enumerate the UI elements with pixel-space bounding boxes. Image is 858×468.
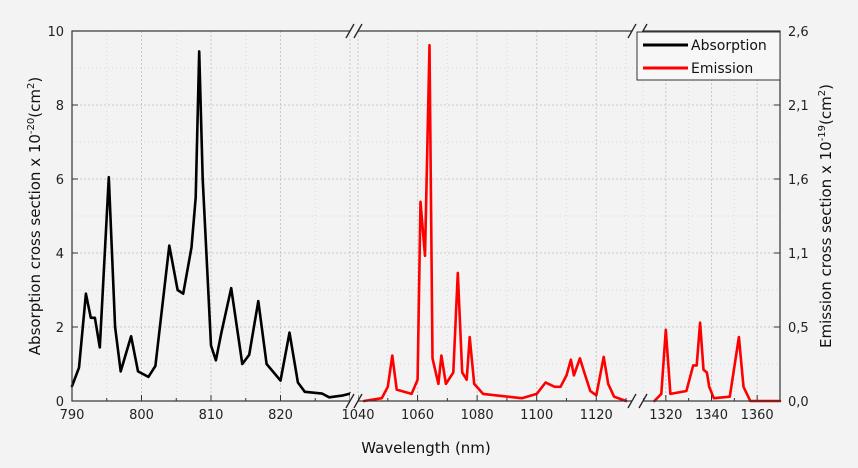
y-right-title-unit: (cm bbox=[817, 96, 835, 125]
axis-break-slash bbox=[353, 393, 363, 409]
axis-break-gap bbox=[632, 23, 643, 39]
x-tick-label: 1360 bbox=[741, 408, 774, 423]
y-axis-title-left: Absorption cross section x 10-20(cm2) bbox=[26, 77, 44, 355]
x-tick-label: 1040 bbox=[341, 408, 374, 423]
x-tick-label: 1120 bbox=[580, 408, 613, 423]
x-tick-label: 790 bbox=[60, 408, 85, 423]
axis-breaks bbox=[345, 23, 648, 409]
axis-break-gap bbox=[350, 23, 358, 39]
y-right-title-main: Emission cross section x 10 bbox=[817, 141, 835, 348]
y-right-tick-label: 0,0 bbox=[788, 395, 809, 410]
x-tick-label: 1080 bbox=[461, 408, 494, 423]
axis-break-slash bbox=[345, 393, 355, 409]
legend-label-emission: Emission bbox=[691, 61, 753, 77]
y-right-tick-label: 0,5 bbox=[788, 321, 809, 336]
y-left-tick-label: 4 bbox=[56, 247, 64, 262]
y-axis-title-right: Emission cross section x 10-19(cm2) bbox=[817, 84, 835, 348]
y-left-tick-label: 2 bbox=[56, 321, 64, 336]
x-tick-label: 1340 bbox=[695, 408, 728, 423]
axis-break-slash bbox=[353, 23, 363, 39]
y-left-title-close: ) bbox=[26, 77, 44, 83]
axis-break-slash bbox=[627, 393, 637, 409]
legend-label-absorption: Absorption bbox=[691, 38, 767, 54]
x-axis-title: Wavelength (nm) bbox=[361, 439, 491, 457]
plot-frame bbox=[71, 30, 781, 402]
x-tick-label: 1060 bbox=[401, 408, 434, 423]
y-right-title-unit-exp: 2 bbox=[817, 90, 828, 96]
y-right-title-exp: -19 bbox=[817, 125, 828, 141]
tick-layer: 0 0,0 2 0,5 4 1,1 6 1,6 8 2,1 10 2,6 790 800 810 820 104… bbox=[47, 25, 808, 423]
y-left-title-main: Absorption cross section x 10 bbox=[26, 134, 44, 355]
x-tick-label: 820 bbox=[268, 408, 293, 423]
y-left-title-unit-exp: 2 bbox=[26, 83, 37, 89]
series-layer bbox=[70, 43, 782, 403]
y-left-tick-label: 6 bbox=[56, 173, 64, 188]
y-left-tick-label: 8 bbox=[56, 99, 64, 114]
axis-break-gap bbox=[632, 393, 643, 409]
legend: Absorption Emission bbox=[636, 31, 781, 81]
x-tick-label: 1100 bbox=[520, 408, 553, 423]
axis-break-slash bbox=[345, 23, 355, 39]
y-right-tick-label: 1,1 bbox=[788, 247, 809, 262]
series-line-emission bbox=[653, 321, 782, 403]
x-tick-label: 800 bbox=[129, 408, 154, 423]
y-right-tick-label: 2,6 bbox=[788, 25, 809, 40]
axis-break-gap bbox=[350, 393, 358, 409]
y-right-tick-label: 2,1 bbox=[788, 99, 809, 114]
y-left-title-exp: -20 bbox=[26, 118, 37, 134]
legend-box bbox=[636, 31, 781, 81]
series-line-absorption bbox=[70, 50, 352, 399]
axis-break-slash bbox=[627, 23, 637, 39]
y-left-tick-label: 0 bbox=[56, 395, 64, 410]
y-left-title-unit: (cm bbox=[26, 89, 44, 118]
y-right-tick-label: 1,6 bbox=[788, 173, 809, 188]
y-right-title-close: ) bbox=[817, 84, 835, 90]
x-tick-label: 810 bbox=[199, 408, 224, 423]
series-line-emission bbox=[362, 43, 628, 403]
axis-break-slash bbox=[638, 393, 648, 409]
y-left-tick-label: 10 bbox=[47, 25, 64, 40]
x-tick-label: 1320 bbox=[649, 408, 682, 423]
